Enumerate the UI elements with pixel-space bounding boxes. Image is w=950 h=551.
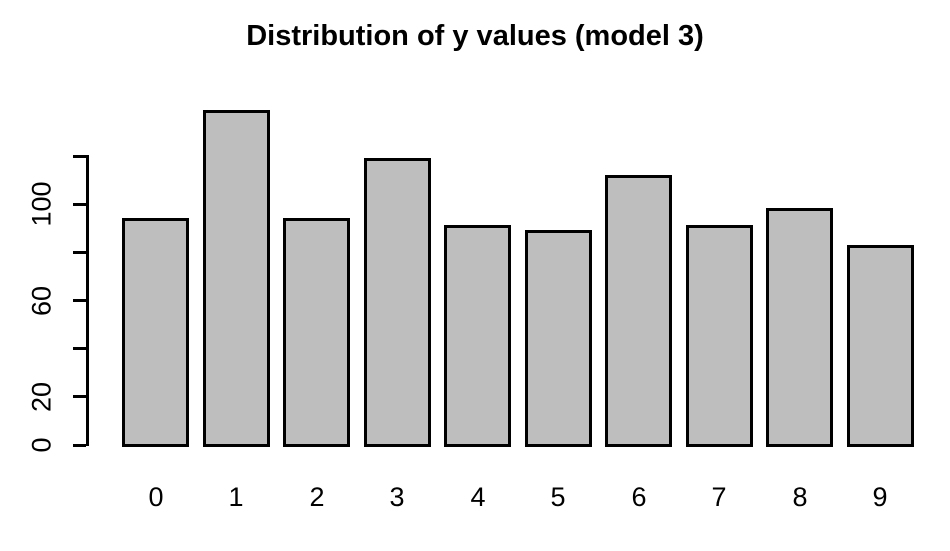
y-axis-tick [73,299,86,303]
y-axis-tick [73,250,86,254]
x-tick-label: 9 [872,482,888,512]
x-tick-label: 8 [792,482,808,512]
x-tick-label: 6 [631,482,647,512]
x-tick-label: 0 [148,482,164,512]
x-tick-label: 1 [228,482,244,512]
bar-category-8 [766,208,833,447]
bar-category-5 [525,230,592,447]
y-tick-label: 60 [26,285,57,316]
bar-category-0 [122,218,189,447]
x-tick-label: 4 [470,482,486,512]
x-tick-label: 7 [711,482,727,512]
y-axis-line [86,154,89,447]
y-axis-tick [73,347,86,351]
y-tick-label: 100 [26,181,57,227]
bar-category-6 [605,175,672,447]
bar-category-4 [444,225,511,447]
y-axis-tick [73,202,86,206]
bar-category-3 [364,158,431,447]
bar-category-9 [847,245,914,447]
y-axis-tick [73,154,86,158]
x-tick-label: 2 [309,482,325,512]
x-tick-label: 3 [389,482,405,512]
y-axis-tick [73,443,86,447]
bar-category-7 [686,225,753,447]
y-tick-label: 0 [26,437,57,453]
bar-category-2 [283,218,350,447]
bar-category-1 [203,110,270,447]
chart-title: Distribution of y values (model 3) [246,20,704,52]
y-axis-tick [73,395,86,399]
x-tick-label: 5 [550,482,566,512]
y-tick-label: 20 [26,381,57,412]
